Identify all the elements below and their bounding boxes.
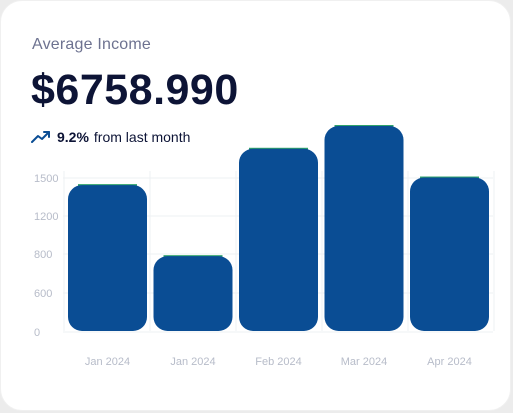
bar-2[interactable] [153,256,233,331]
x-tick-label: Feb 2024 [255,356,301,368]
y-tick-label: 1500 [34,173,58,185]
bar-1[interactable] [68,185,147,331]
x-tick-label: Jan 2024 [170,356,215,368]
y-tick-label: 800 [34,249,52,261]
change-indicator: 9.2% from last month [31,129,190,145]
bar-4[interactable] [324,126,404,331]
income-value: $6758.990 [31,66,239,114]
x-tick-label: Mar 2024 [341,356,387,368]
change-text: from last month [93,129,191,145]
trend-up-arrow-icon [31,131,50,143]
change-percent: 9.2% [57,129,89,145]
card-title: Average Income [32,36,152,53]
x-tick-label: Jan 2024 [85,356,130,368]
y-tick-label: 1200 [34,211,58,223]
y-tick-label: 600 [34,288,52,300]
x-tick-label: Apr 2024 [427,356,472,368]
bar-5[interactable] [410,177,489,331]
y-tick-label: 0 [34,327,40,339]
bar-3[interactable] [239,148,318,331]
